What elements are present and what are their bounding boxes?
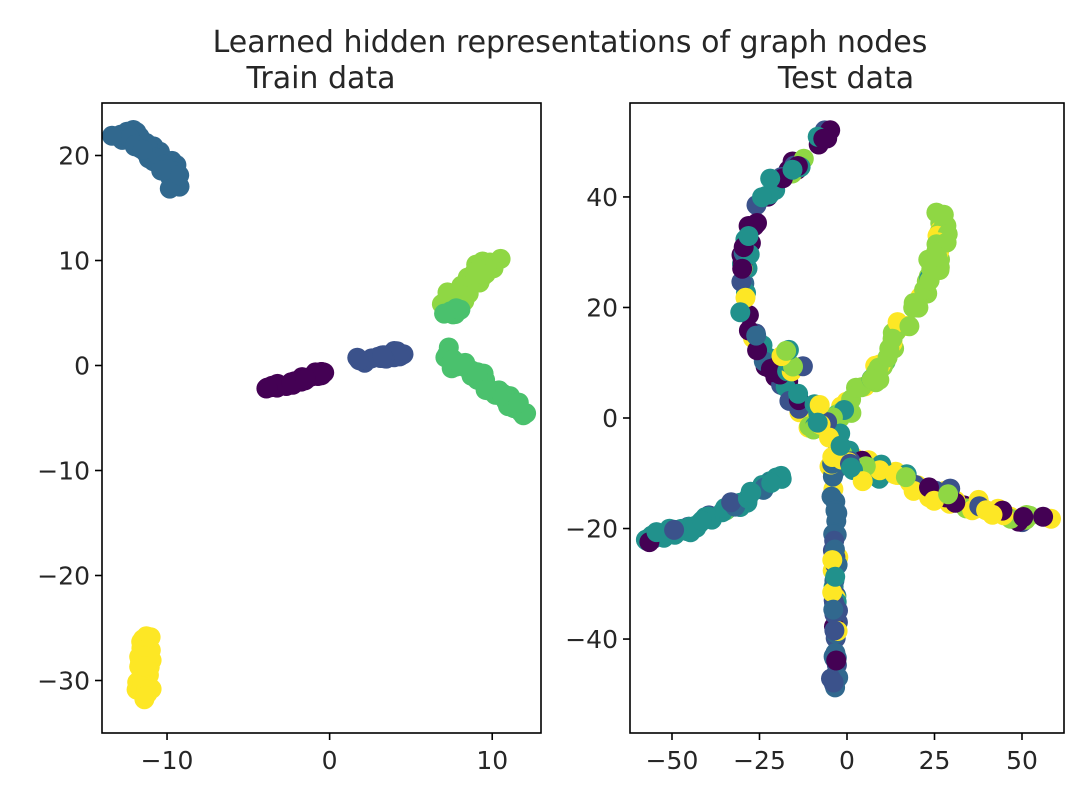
scatter-point <box>311 365 332 386</box>
scatter-point <box>132 139 153 160</box>
scatter-point <box>730 302 751 323</box>
scatter-point <box>102 125 122 146</box>
scatter-point <box>861 369 882 390</box>
scatter-point <box>738 226 759 246</box>
scatter-point <box>372 345 393 366</box>
x-tick-label: −50 <box>646 746 699 775</box>
x-tick-label: 25 <box>919 746 951 775</box>
scatter-point <box>825 566 846 587</box>
y-tick-label: −20 <box>37 562 90 591</box>
scatter-point <box>927 246 948 267</box>
scatter-point <box>823 599 844 620</box>
scatter-point <box>169 165 190 186</box>
scatter-point <box>470 263 491 284</box>
scatter-point <box>135 685 156 706</box>
scatter-point <box>938 484 959 505</box>
x-tick-label: 50 <box>1006 746 1038 775</box>
test-data-axes: −50 −25 0 25 50 −40 −20 0 20 40 <box>565 183 1038 775</box>
y-tick-label: 40 <box>586 183 618 212</box>
scatter-point <box>752 187 772 208</box>
y-tick-label: 0 <box>74 352 90 381</box>
scatter-point <box>895 467 916 488</box>
scatter-point <box>1013 507 1034 527</box>
scatter-point <box>782 159 803 180</box>
scatter-point <box>882 328 903 349</box>
scatter-point <box>982 504 1003 525</box>
scatter-point <box>824 620 845 641</box>
scatter-point <box>826 650 847 671</box>
scatter-point <box>823 672 844 693</box>
scatter-point <box>135 656 156 677</box>
scatter-point <box>903 293 924 313</box>
scatter-point <box>347 347 368 368</box>
scatter-point <box>467 362 488 383</box>
scatter-point <box>841 457 861 478</box>
y-tick-label: −30 <box>37 667 90 696</box>
x-tick-label: 0 <box>322 746 338 775</box>
train-data-points <box>102 120 537 710</box>
train-data-axes-frame <box>101 102 542 734</box>
y-tick-label: 20 <box>586 293 618 322</box>
scatter-point <box>933 204 954 225</box>
scatter-point <box>852 471 873 492</box>
scatter-point <box>732 258 753 279</box>
train-data-axes: −10 0 10 −30 −20 −10 0 10 20 <box>37 142 508 776</box>
scatter-point <box>257 377 278 398</box>
scatter-point <box>807 412 828 433</box>
scatter-point <box>830 435 851 456</box>
scatter-point <box>140 627 161 648</box>
y-tick-label: −40 <box>565 625 618 654</box>
scatter-point <box>475 379 496 400</box>
scatter-point <box>822 582 843 603</box>
y-tick-label: 0 <box>602 404 618 433</box>
scatter-point <box>822 550 843 571</box>
scatter-point <box>899 316 920 337</box>
scatter-point <box>451 353 472 374</box>
x-tick-label: −25 <box>733 746 786 775</box>
train-data-title: Train data <box>245 61 395 96</box>
scatter-point <box>877 347 898 368</box>
scatter-point <box>747 340 768 361</box>
scatter-point <box>1033 506 1054 527</box>
scatter-point <box>776 340 797 361</box>
test-data-points <box>635 120 1061 698</box>
y-tick-label: 10 <box>58 247 90 276</box>
train-data-panel: Train data −10 0 10 −30 −20 −10 0 10 20 <box>37 61 542 776</box>
test-data-panel: Test data −50 −25 0 25 50 −40 −20 0 20 40 <box>565 61 1065 775</box>
y-tick-label: −20 <box>565 515 618 544</box>
scatter-point <box>508 392 529 413</box>
test-data-title: Test data <box>777 61 914 96</box>
scatter-point <box>788 383 809 404</box>
scatter-point <box>827 503 848 524</box>
scatter-point <box>446 298 467 319</box>
scatter-point <box>295 368 316 389</box>
scatter-point <box>813 128 834 149</box>
scatter-point <box>761 472 782 493</box>
scatter-point <box>741 482 762 503</box>
scatter-point <box>646 522 667 543</box>
scatter-point <box>151 160 172 181</box>
scatter-point <box>760 168 781 189</box>
x-tick-label: 0 <box>839 746 855 775</box>
x-tick-label: −10 <box>141 746 194 775</box>
scatter-point <box>664 519 685 540</box>
x-tick-label: 10 <box>476 746 508 775</box>
scatter-point <box>746 325 767 346</box>
scatter-point <box>491 384 512 404</box>
y-tick-label: 20 <box>58 142 90 171</box>
figure-suptitle: Learned hidden representations of graph … <box>213 25 928 60</box>
scatter-point <box>691 510 712 531</box>
y-tick-label: −10 <box>37 457 90 486</box>
scatter-point <box>721 492 742 513</box>
scatter-point <box>809 395 830 415</box>
